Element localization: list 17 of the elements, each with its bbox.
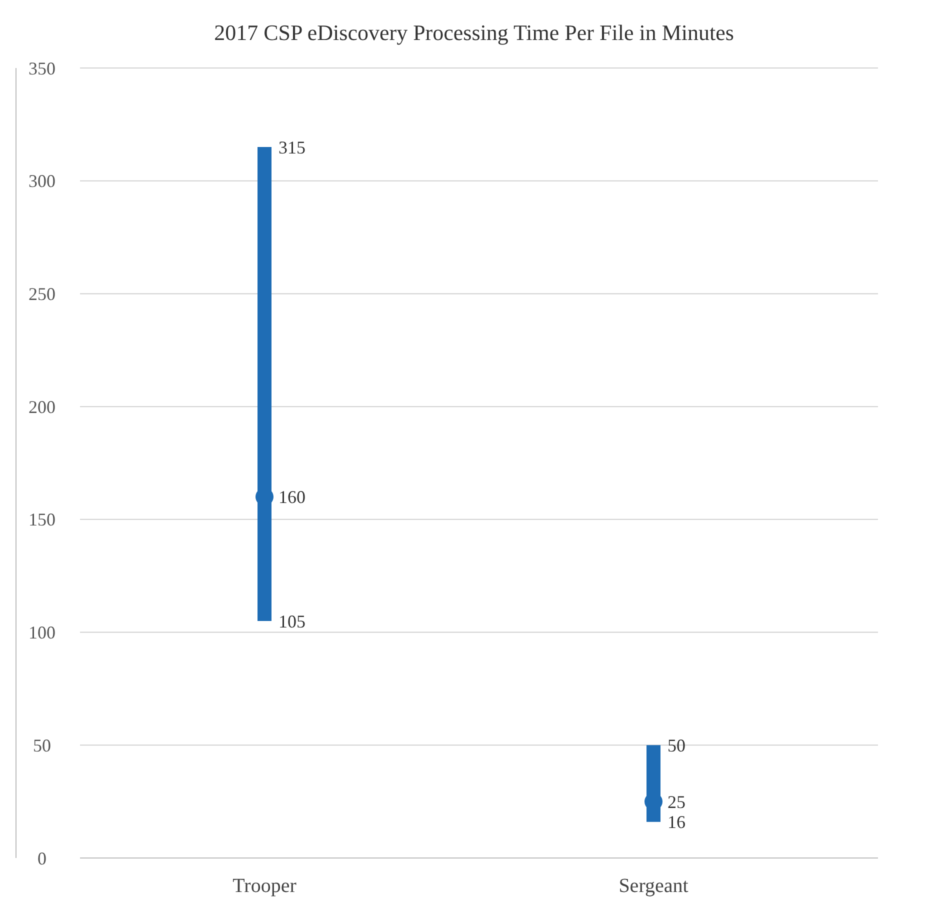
- annotation: 50: [668, 735, 686, 756]
- y-tick-label: 350: [28, 58, 56, 78]
- y-tick-label: 50: [33, 735, 51, 756]
- x-tick-label: Sergeant: [618, 875, 689, 897]
- y-tick-label: 200: [28, 396, 56, 417]
- data-label: 25: [668, 792, 686, 812]
- y-tick-label: 250: [28, 284, 56, 304]
- y-tick-label: 150: [28, 510, 56, 530]
- y-tick-label: 300: [28, 171, 56, 192]
- annotation: 105: [278, 611, 306, 632]
- data-label: 160: [278, 487, 306, 508]
- x-tick-label: Trooper: [232, 875, 297, 897]
- annotation: 16: [668, 812, 686, 832]
- y-tick-label: 100: [28, 622, 56, 643]
- annotation: 315: [278, 137, 306, 158]
- y-tick-label: 0: [38, 848, 46, 868]
- chart-title: 2017 CSP eDiscovery Processing Time Per File in Minutes: [214, 20, 734, 45]
